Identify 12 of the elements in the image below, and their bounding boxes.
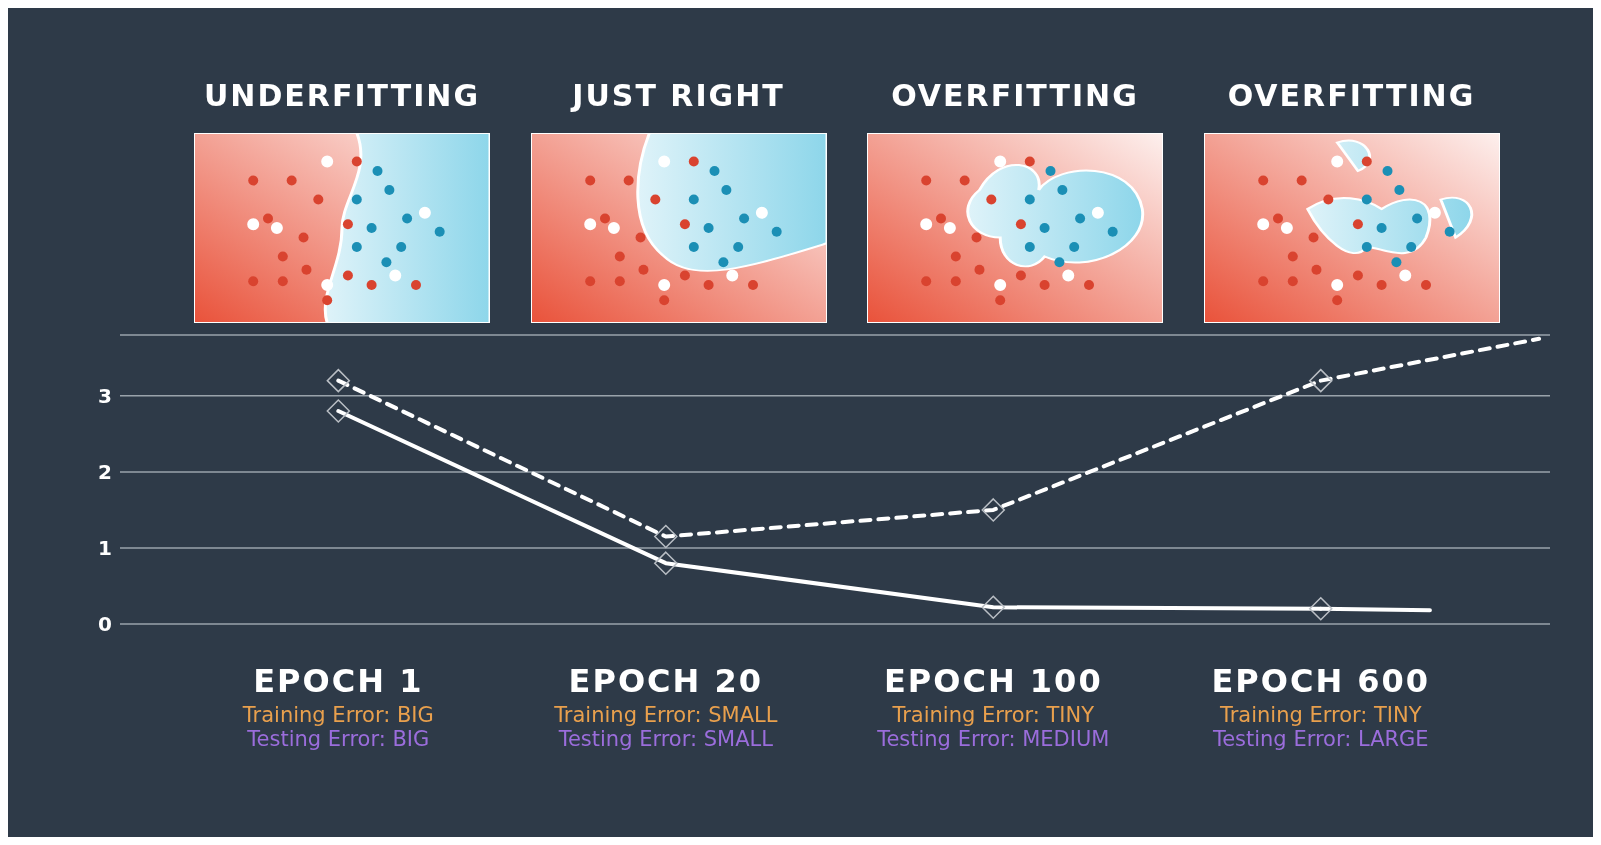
text: JUST RIGHT [569, 78, 786, 113]
x-tick-label: EPOCH 20 Training Error: SMALL Testing Error: SMALL [553, 662, 778, 751]
text: OVERFITTING [890, 78, 1140, 113]
x-tick-label: EPOCH 1 Training Error: BIG Testing Error: BIG [241, 662, 434, 751]
y-tick-label: 2 [98, 459, 112, 484]
y-tick-label: 0 [98, 612, 112, 637]
text: OVERFITTING [1226, 78, 1477, 113]
x-tick-label: EPOCH 100 Training Error: TINY Testing Error: MEDIUM [876, 662, 1110, 751]
text: UNDERFITTING [202, 78, 482, 113]
x-tick-label: EPOCH 600 Training Error: TINY Testing Error: LARGE [1211, 662, 1431, 751]
y-tick-label: 1 [98, 536, 112, 561]
y-tick-label: 3 [98, 383, 112, 408]
